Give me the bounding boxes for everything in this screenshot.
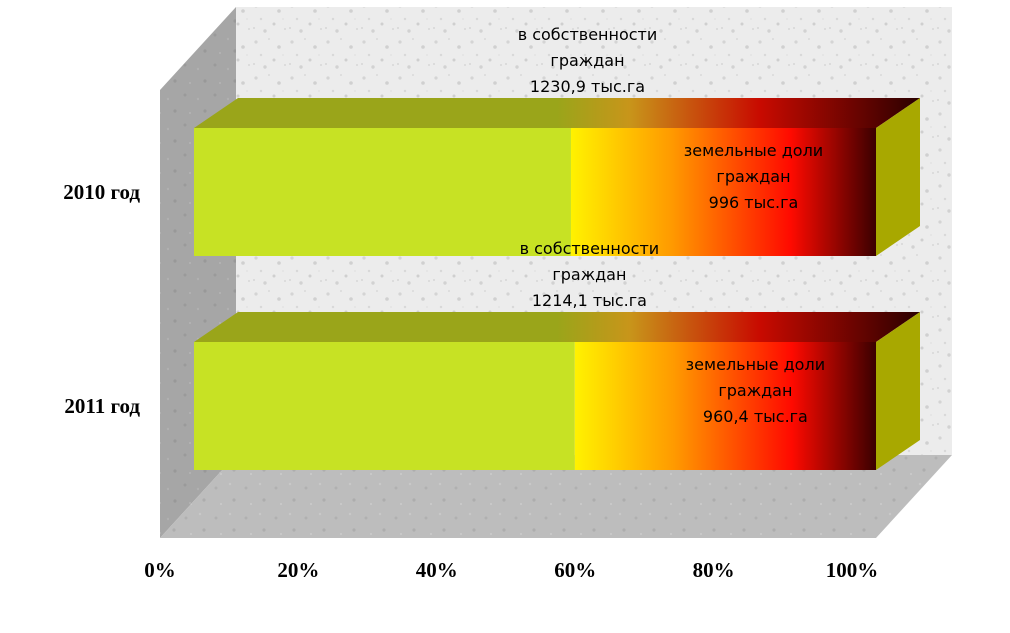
bar-1-segment-1	[194, 128, 571, 256]
data-label-1-1-line-1: в собственности	[518, 25, 658, 44]
data-label-2-1-line-2: граждан	[552, 265, 626, 284]
bar-2-segment-2	[574, 342, 876, 470]
x-tick-label-2: 20%	[277, 558, 319, 582]
x-tick-label-4: 60%	[554, 558, 596, 582]
bar-2-segment-1	[194, 342, 575, 470]
data-label-2-1-line-3: 1214,1 тыс.га	[532, 291, 647, 310]
bar-1-segment-2	[570, 128, 876, 256]
bar-top-2	[194, 312, 920, 342]
x-tick-label-3: 40%	[416, 558, 458, 582]
x-tick-label-6: 100%	[826, 558, 879, 582]
data-label-2-2-line-3: 960,4 тыс.га	[703, 407, 808, 426]
data-label-1-1-line-3: 1230,9 тыс.га	[530, 77, 645, 96]
category-label-2: 2011 год	[64, 394, 140, 418]
x-tick-label-5: 80%	[693, 558, 735, 582]
category-label-1: 2010 год	[63, 180, 140, 204]
data-label-2-1-line-1: в собственности	[520, 239, 660, 258]
data-label-1-2-line-3: 996 тыс.га	[709, 193, 799, 212]
data-label-2-2-line-2: граждан	[718, 381, 792, 400]
data-label-1-2-line-2: граждан	[716, 167, 790, 186]
bar-side-1	[876, 98, 920, 256]
x-tick-label-1: 0%	[144, 558, 176, 582]
bar-side-2	[876, 312, 920, 470]
data-label-2-2-line-1: земельные доли	[686, 355, 825, 374]
data-label-1-2-line-1: земельные доли	[684, 141, 823, 160]
data-label-1-1-line-2: граждан	[550, 51, 624, 70]
floor	[160, 455, 952, 538]
bar-top-1	[194, 98, 920, 128]
